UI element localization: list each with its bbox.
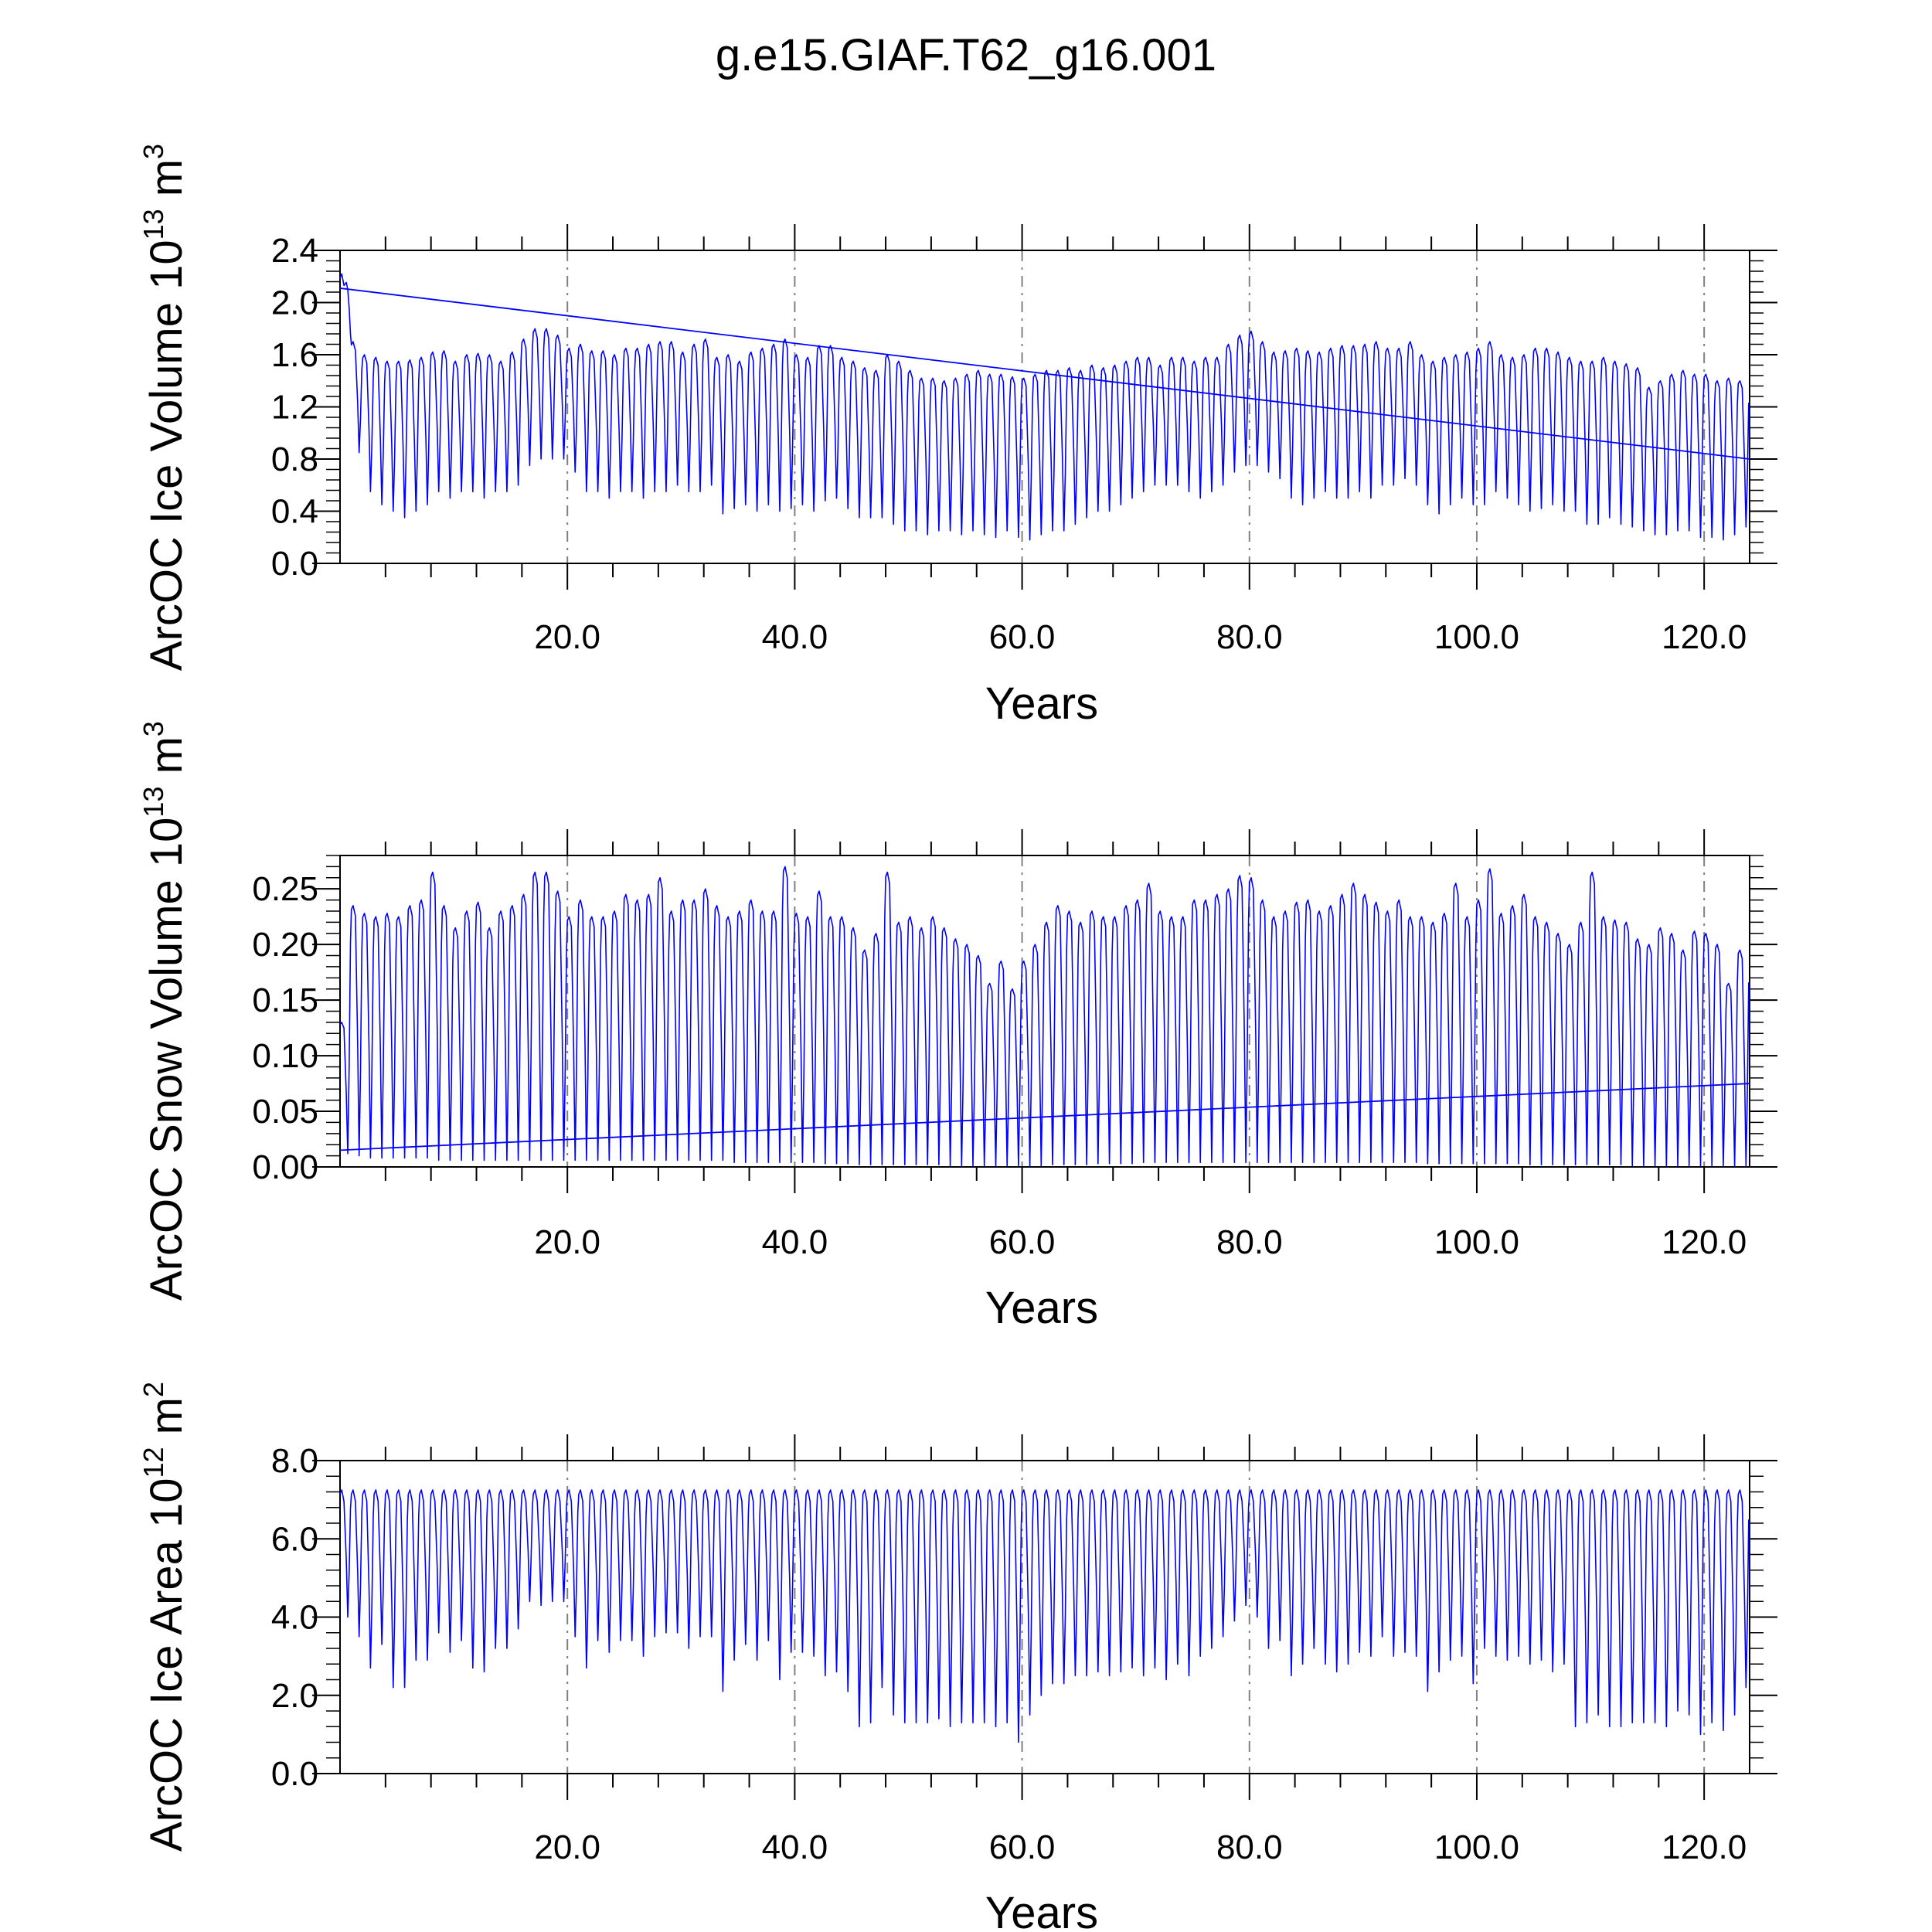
y-tick-label: 2.0 — [271, 1677, 318, 1715]
x-axis-label: Years — [985, 1888, 1098, 1932]
x-tick-label: 60.0 — [989, 618, 1056, 656]
x-tick-label: 100.0 — [1434, 1828, 1519, 1866]
trend-line — [339, 287, 1750, 460]
y-tick-label: 8.0 — [271, 1442, 318, 1480]
y-tick-label: 0.00 — [252, 1148, 318, 1186]
seasonal-series-line — [339, 273, 1750, 541]
y-axis-label-unit: m — [141, 736, 192, 786]
y-tick-label: 2.0 — [271, 284, 318, 322]
y-tick-label: 0.05 — [252, 1093, 318, 1131]
x-tick-label: 60.0 — [989, 1828, 1056, 1866]
x-tick-label: 80.0 — [1216, 1828, 1283, 1866]
x-tick-label: 40.0 — [762, 1828, 828, 1866]
x-tick-label: 40.0 — [762, 618, 828, 656]
y-axis-label-unit: m — [141, 159, 192, 209]
x-tick-label: 100.0 — [1434, 1223, 1519, 1261]
y-axis-label-base: ArcOC Ice Volume 10 — [141, 240, 192, 671]
y-tick-label: 0.0 — [271, 545, 318, 583]
x-tick-label: 120.0 — [1662, 1223, 1747, 1261]
x-tick-label: 120.0 — [1662, 618, 1747, 656]
x-tick-label: 20.0 — [534, 1223, 600, 1261]
y-axis-label: ArcOC Snow Volume 1013 m3 — [138, 721, 192, 1301]
y-tick-label: 0.10 — [252, 1037, 318, 1075]
figure-title: g.e15.GIAF.T62_g16.001 — [715, 30, 1217, 80]
y-tick-label: 1.2 — [271, 389, 318, 427]
y-tick-label: 0.15 — [252, 981, 318, 1019]
y-tick-label: 2.4 — [271, 232, 318, 270]
y-axis-label-base: ArcOC Snow Volume 10 — [141, 818, 192, 1301]
y-axis-label-unit-exponent: 3 — [138, 144, 169, 159]
y-axis-label-base: ArcOC Ice Area 10 — [141, 1478, 192, 1852]
y-axis-label: ArcOC Ice Volume 1013 m3 — [138, 144, 192, 671]
x-axis-label: Years — [985, 1283, 1098, 1333]
x-tick-label: 80.0 — [1216, 1223, 1283, 1261]
y-tick-label: 0.0 — [271, 1755, 318, 1793]
y-tick-label: 4.0 — [271, 1599, 318, 1637]
x-tick-label: 120.0 — [1662, 1828, 1747, 1866]
ice-volume-plot: 0.0 0.4 0.8 1.2 1.6 2.0 2.4 20.0 40.0 60.0 80.0 100… — [138, 144, 1777, 729]
y-tick-label: 0.8 — [271, 440, 318, 478]
x-tick-label: 100.0 — [1434, 618, 1519, 656]
y-axis-label-exponent: 13 — [138, 209, 169, 240]
ice-area-plot: 0.0 2.0 4.0 6.0 8.0 20.0 40.0 60.0 80.0 100.0 120.… — [138, 1382, 1777, 1932]
x-tick-label: 40.0 — [762, 1223, 828, 1261]
y-axis-label-unit-exponent: 3 — [138, 721, 169, 736]
y-axis-label-exponent: 13 — [138, 787, 169, 818]
x-axis-label: Years — [985, 679, 1098, 729]
y-tick-label: 1.6 — [271, 336, 318, 374]
y-axis-label-unit-exponent: 2 — [138, 1382, 169, 1397]
x-tick-label: 80.0 — [1216, 618, 1283, 656]
seasonal-series-line — [339, 866, 1750, 1167]
y-tick-label: 0.25 — [252, 870, 318, 908]
trend-line — [339, 1083, 1750, 1151]
x-tick-label: 20.0 — [534, 1828, 600, 1866]
seasonal-series-line — [339, 1489, 1750, 1743]
y-tick-label: 0.4 — [271, 493, 318, 531]
y-axis-label-exponent: 12 — [138, 1447, 169, 1478]
y-axis-label-unit: m — [141, 1397, 192, 1447]
x-tick-label: 60.0 — [989, 1223, 1056, 1261]
y-axis-label: ArcOC Ice Area 1012 m2 — [138, 1382, 192, 1852]
x-tick-label: 20.0 — [534, 618, 600, 656]
y-tick-label: 6.0 — [271, 1520, 318, 1558]
snow-volume-plot: 0.00 0.05 0.10 0.15 0.20 0.25 20.0 40.0 60.0 80.0… — [138, 721, 1777, 1333]
y-tick-label: 0.20 — [252, 926, 318, 964]
